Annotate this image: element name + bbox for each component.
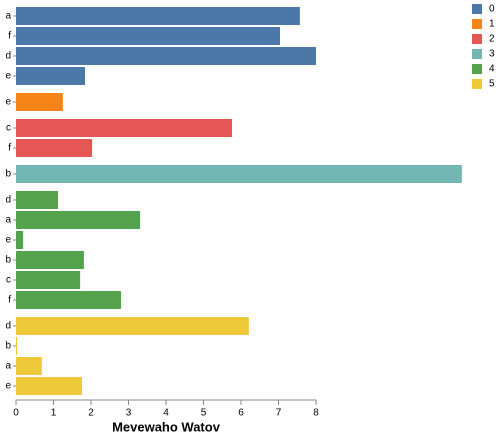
legend-label: 1 — [489, 19, 495, 30]
bar — [16, 47, 316, 65]
bar — [16, 317, 249, 335]
legend-swatch — [472, 19, 482, 29]
bar — [16, 231, 24, 249]
y-tick-label: f — [8, 31, 11, 42]
bar — [16, 251, 84, 269]
x-tick-label: 6 — [238, 408, 244, 419]
bar — [16, 291, 121, 309]
bar — [16, 377, 82, 395]
legend-swatch — [472, 49, 482, 59]
legend-swatch — [472, 34, 482, 44]
x-tick-label: 8 — [313, 408, 319, 419]
legend-label: 4 — [489, 64, 495, 75]
legend-swatch — [472, 4, 482, 14]
x-tick-label: 4 — [163, 408, 169, 419]
y-tick-label: b — [5, 341, 11, 352]
y-tick-label: e — [5, 381, 11, 392]
bar — [16, 27, 280, 45]
bar — [16, 7, 300, 25]
legend-label: 0 — [489, 4, 495, 15]
bar — [16, 93, 63, 111]
legend-swatch — [472, 79, 482, 89]
bar — [16, 67, 85, 85]
bar — [16, 165, 462, 183]
legend-swatch — [472, 64, 482, 74]
x-tick-label: 5 — [201, 408, 207, 419]
bar — [16, 191, 58, 209]
bar — [16, 139, 93, 157]
bar — [16, 271, 81, 289]
x-tick-label: 3 — [126, 408, 132, 419]
y-tick-label: d — [5, 51, 11, 62]
y-tick-label: f — [8, 143, 11, 154]
y-tick-label: b — [5, 169, 11, 180]
legend-label: 5 — [489, 79, 495, 90]
y-tick-label: d — [5, 195, 11, 206]
x-axis-title: Mevewaho Watov — [112, 419, 221, 434]
y-tick-label: d — [5, 321, 11, 332]
y-tick-label: e — [5, 71, 11, 82]
y-tick-label: e — [5, 97, 11, 108]
x-tick-label: 2 — [88, 408, 94, 419]
legend-label: 3 — [489, 49, 495, 60]
y-tick-label: f — [8, 295, 11, 306]
y-tick-label: c — [6, 275, 11, 286]
bar — [16, 337, 18, 355]
x-tick-label: 0 — [13, 408, 19, 419]
y-tick-label: c — [6, 123, 11, 134]
y-tick-label: e — [5, 235, 11, 246]
bar — [16, 357, 42, 375]
bar — [16, 211, 141, 229]
y-tick-label: a — [5, 11, 11, 22]
x-tick-label: 1 — [51, 408, 57, 419]
x-tick-label: 7 — [276, 408, 282, 419]
y-tick-label: a — [5, 361, 11, 372]
y-tick-label: a — [5, 215, 11, 226]
y-tick-label: b — [5, 255, 11, 266]
bar — [16, 119, 232, 137]
legend-label: 2 — [489, 34, 495, 45]
